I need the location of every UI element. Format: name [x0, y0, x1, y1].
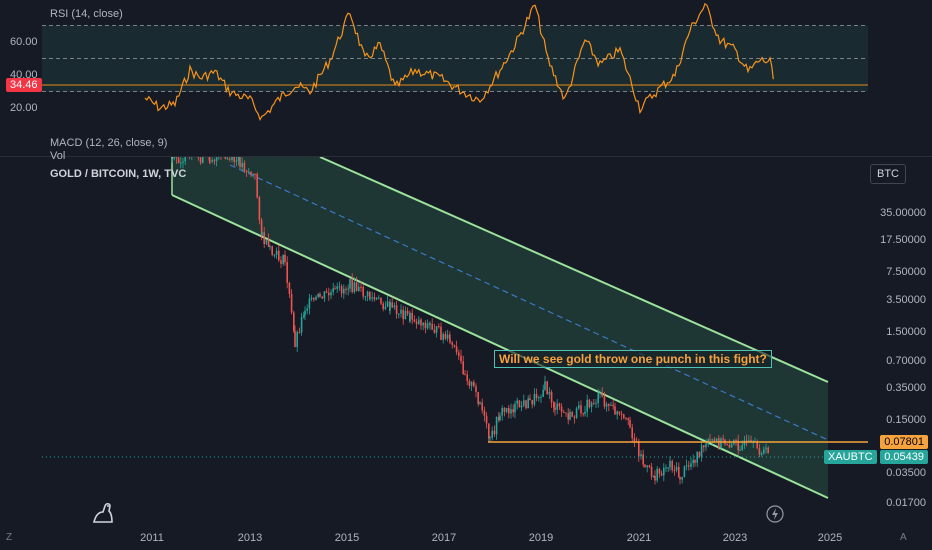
price-axis-label: 7.50000 — [886, 266, 926, 278]
rsi-title: RSI (14, close) — [50, 8, 123, 20]
corner-left: Z — [6, 532, 13, 543]
price-axis-label: 0.35000 — [886, 382, 926, 394]
price-axis-label: 35.00000 — [880, 207, 926, 219]
time-axis-label: 2019 — [528, 532, 554, 544]
currency-button[interactable]: BTC — [870, 164, 906, 184]
rsi-pane[interactable]: RSI (14, close) 60.00 40.00 20.00 34.46 — [0, 0, 868, 132]
corner-right: A — [900, 532, 907, 543]
price-axis[interactable]: 35.00000 17.50000 7.50000 3.50000 1.50000 0.7… — [868, 157, 932, 525]
rsi-current-badge: 34.46 — [6, 78, 42, 92]
last-price-badge: 0.05439 — [880, 450, 928, 464]
pane-divider — [0, 156, 932, 157]
time-axis[interactable]: 2011 2013 2015 2017 2019 2021 2023 2025 — [0, 525, 868, 550]
last-price-symbol: XAUBTC — [824, 450, 877, 464]
candles — [171, 157, 769, 485]
vol-title: Vol — [50, 150, 66, 162]
channel-fill — [172, 157, 828, 498]
rsi-line — [144, 2, 774, 122]
price-axis-label: 0.01700 — [886, 497, 926, 509]
rsi-axis-60: 60.00 — [10, 36, 38, 48]
channel-upper-line — [319, 157, 829, 383]
time-axis-label: 2013 — [237, 532, 263, 544]
price-axis-label: 17.50000 — [880, 234, 926, 246]
time-axis-label: 2017 — [431, 532, 457, 544]
price-axis-label: 0.15000 — [886, 414, 926, 426]
logo-icon[interactable] — [90, 500, 116, 526]
price-axis-label: 0.03500 — [886, 467, 926, 479]
support-price-badge: 0.07801 — [880, 435, 928, 449]
price-chart — [42, 157, 868, 499]
price-axis-label: 0.70000 — [886, 355, 926, 367]
rsi-chart — [42, 2, 868, 122]
macd-title: MACD (12, 26, close, 9) — [50, 137, 168, 149]
price-axis-label: 1.50000 — [886, 326, 926, 338]
rsi-axis-20: 20.00 — [10, 102, 38, 114]
time-axis-label: 2015 — [334, 532, 360, 544]
chart-annotation[interactable]: Will we see gold throw one punch in this… — [494, 350, 772, 368]
symbol-title: GOLD / BITCOIN, 1W, TVC — [50, 168, 187, 180]
time-axis-label: 2021 — [626, 532, 652, 544]
main-chart-pane[interactable] — [0, 157, 868, 525]
lightning-icon[interactable] — [766, 505, 784, 523]
price-axis-label: 3.50000 — [886, 294, 926, 306]
time-axis-label: 2011 — [140, 532, 164, 544]
time-axis-label: 2023 — [722, 532, 748, 544]
time-axis-label: 2025 — [817, 532, 843, 544]
